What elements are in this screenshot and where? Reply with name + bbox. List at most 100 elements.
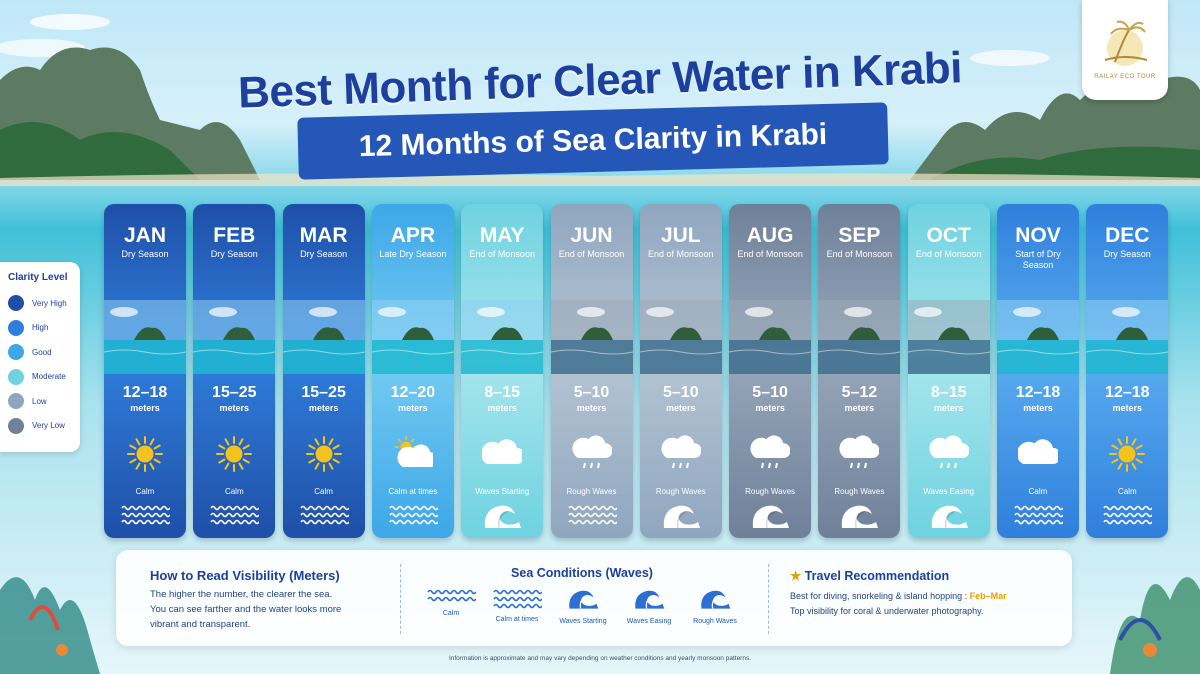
- month-card-mar[interactable]: MAR Dry Season 15–25 meters Calm: [282, 204, 365, 538]
- month-season: Dry Season: [1103, 249, 1151, 259]
- month-season: Dry Season: [210, 249, 258, 259]
- how-to-read-section: How to Read Visibility (Meters) The high…: [150, 550, 410, 646]
- sea-condition: Calm: [314, 487, 333, 496]
- legend-label: Low: [32, 396, 47, 406]
- sea-scene-image: [282, 300, 365, 374]
- sea-condition-key-label: Calm: [442, 610, 460, 617]
- travel-recommendation-section: ★ Travel Recommendation Best for diving,…: [790, 550, 1070, 646]
- partly-cloudy-icon: [393, 434, 438, 474]
- month-card-jan[interactable]: JAN Dry Season 12–18 meters Calm: [104, 204, 186, 538]
- footer-note: Information is approximate and may vary …: [448, 655, 752, 662]
- legend-label: High: [32, 323, 49, 333]
- visibility-range: 15–25: [301, 384, 346, 401]
- visibility-unit: meters: [666, 403, 696, 413]
- calm-waves-icon: [299, 502, 350, 530]
- how-to-read-line: You can see farther and the water looks …: [150, 604, 342, 615]
- legend-label: Moderate: [32, 372, 66, 382]
- sea-scene-image: [1086, 300, 1169, 374]
- visibility-unit: meters: [1112, 403, 1143, 413]
- sea-scene-image: [907, 300, 990, 374]
- sea-condition-key: Waves Starting: [550, 586, 616, 625]
- cloud-icon: [481, 434, 526, 474]
- month-card-aug[interactable]: AUG End of Monsoon 5–10 meters Rough Wav…: [729, 204, 812, 538]
- wave-curl-icon: [834, 502, 884, 530]
- calm-waves-icon: [209, 502, 260, 530]
- sea-conditions-title: Sea Conditions (Waves): [511, 566, 653, 580]
- sea-condition: Calm: [1028, 487, 1048, 496]
- month-card-jun[interactable]: JUN End of Monsoon 5–10 meters Rough Wav…: [550, 204, 633, 538]
- month-name: APR: [390, 224, 436, 247]
- panel-divider: [768, 564, 769, 634]
- month-name: FEB: [213, 224, 256, 247]
- sea-scene-image: [104, 300, 186, 374]
- sea-condition-key: Waves Easing: [616, 586, 682, 625]
- calm-waves-icon: [120, 502, 171, 530]
- travel-line: Top visibility for coral & underwater ph…: [790, 606, 984, 616]
- legend-item: Moderate: [8, 365, 72, 390]
- month-name: JUN: [570, 224, 613, 247]
- wave-curl-icon: [656, 502, 706, 530]
- visibility-range: 5–10: [663, 384, 699, 401]
- legend-item: Low: [8, 389, 72, 414]
- rain-cloud-icon: [661, 434, 702, 474]
- sea-condition: Rough Waves: [655, 487, 706, 496]
- sea-scene-image: [997, 300, 1079, 374]
- legend-item: Very Low: [8, 414, 72, 439]
- legend-swatch: [8, 319, 24, 336]
- month-card-sep[interactable]: SEP End of Monsoon 5–12 meters Rough Wav…: [818, 204, 901, 538]
- brand-logo[interactable]: RAILAY ECO TOUR: [1082, 0, 1168, 100]
- legend-swatch: [8, 393, 24, 410]
- page-subtitle: 12 Months of Sea Clarity in Krabi: [358, 117, 828, 164]
- sea-condition-key: Rough Waves: [682, 586, 748, 625]
- month-card-jul[interactable]: JUL End of Monsoon 5–10 meters Rough Wav…: [639, 204, 722, 538]
- visibility-unit: meters: [219, 403, 250, 413]
- month-cards: JAN Dry Season 12–18 meters Calm FEB Dry…: [104, 204, 1184, 538]
- month-card-oct[interactable]: OCT End of Monsoon 8–15 meters Waves Eas…: [907, 204, 990, 538]
- sun-icon: [214, 434, 254, 474]
- sea-condition-key-label: Rough Waves: [693, 618, 737, 625]
- sea-condition-key-label: Waves Easing: [626, 618, 672, 625]
- calm-waves-icon: [418, 586, 484, 604]
- sun-icon: [1107, 434, 1147, 474]
- visibility-range: 8–15: [484, 384, 520, 401]
- legend-swatch: [8, 368, 24, 385]
- how-to-read-title: How to Read Visibility (Meters): [150, 568, 340, 583]
- wave-curl-icon: [616, 586, 682, 612]
- visibility-unit: meters: [1023, 403, 1053, 413]
- legend-swatch: [8, 344, 24, 361]
- month-card-nov[interactable]: NOV Start of Dry Season 12–18 meters Cal…: [997, 204, 1079, 538]
- visibility-range: 12–18: [122, 384, 168, 401]
- month-name: MAY: [479, 224, 525, 247]
- month-card-dec[interactable]: DEC Dry Season 12–18 meters Calm: [1086, 204, 1169, 538]
- month-season: Dry Season: [121, 249, 169, 259]
- legend-label: Very High: [32, 298, 67, 308]
- brand-name: RAILAY ECO TOUR: [1094, 74, 1156, 80]
- month-name: AUG: [746, 224, 794, 247]
- visibility-range: 5–10: [752, 384, 788, 401]
- sea-scene-image: [550, 300, 633, 374]
- month-card-apr[interactable]: APR Late Dry Season 12–20 meters Calm at…: [371, 204, 454, 538]
- star-icon: ★: [790, 569, 802, 583]
- sun-icon: [125, 434, 165, 474]
- rain-cloud-icon: [839, 434, 881, 474]
- visibility-range: 12–20: [390, 384, 436, 401]
- visibility-unit: meters: [844, 403, 875, 413]
- wave-curl-icon: [924, 502, 974, 530]
- rain-cloud-icon: [929, 434, 970, 474]
- month-card-feb[interactable]: FEB Dry Season 15–25 meters Calm: [193, 204, 276, 538]
- sea-condition: Calm at times: [388, 487, 438, 496]
- sea-scene-image: [193, 300, 276, 374]
- month-season: End of Monsoon: [558, 249, 625, 259]
- month-card-may[interactable]: MAY End of Monsoon 8–15 meters Waves Sta…: [461, 204, 544, 538]
- legend-item: Good: [8, 340, 72, 365]
- visibility-range: 12–18: [1015, 384, 1061, 401]
- month-name: JUL: [660, 224, 701, 247]
- subtitle-banner: 12 Months of Sea Clarity in Krabi: [297, 102, 889, 180]
- sea-condition: Rough Waves: [834, 487, 885, 496]
- sea-condition-key-label: Calm at times: [495, 616, 539, 623]
- wave-curl-icon: [550, 586, 616, 612]
- sea-conditions-section: Sea Conditions (Waves) Calm Calm at times…: [412, 550, 752, 646]
- calm-waves-icon: [567, 502, 618, 530]
- month-season: Start of Dry Season: [1015, 249, 1061, 270]
- sea-condition: Calm: [224, 487, 244, 496]
